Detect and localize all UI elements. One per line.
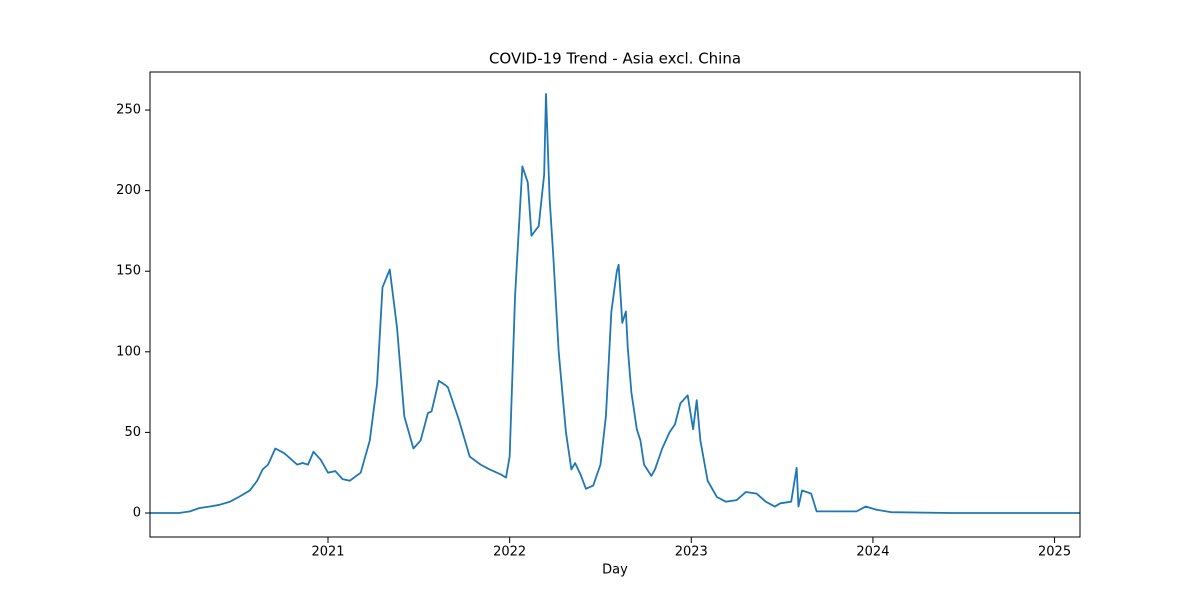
y-tick-label: 250 (116, 103, 141, 118)
data-line (150, 93, 1080, 514)
y-tick-label: 0 (133, 505, 141, 520)
plot-frame (149, 71, 1081, 538)
x-tick-label: 2023 (675, 545, 708, 560)
y-tick-label: 150 (116, 264, 141, 279)
chart-title: COVID-19 Trend - Asia excl. China (489, 50, 741, 68)
x-tick-label: 2022 (493, 545, 526, 560)
y-tick-label: 200 (116, 183, 141, 198)
x-tick-label: 2021 (311, 545, 344, 560)
x-axis-label: Day (602, 563, 628, 578)
y-tick-label: 50 (124, 425, 141, 440)
y-tick-label: 100 (116, 344, 141, 359)
x-tick-label: 2025 (1038, 545, 1071, 560)
x-tick-label: 2024 (856, 545, 889, 560)
